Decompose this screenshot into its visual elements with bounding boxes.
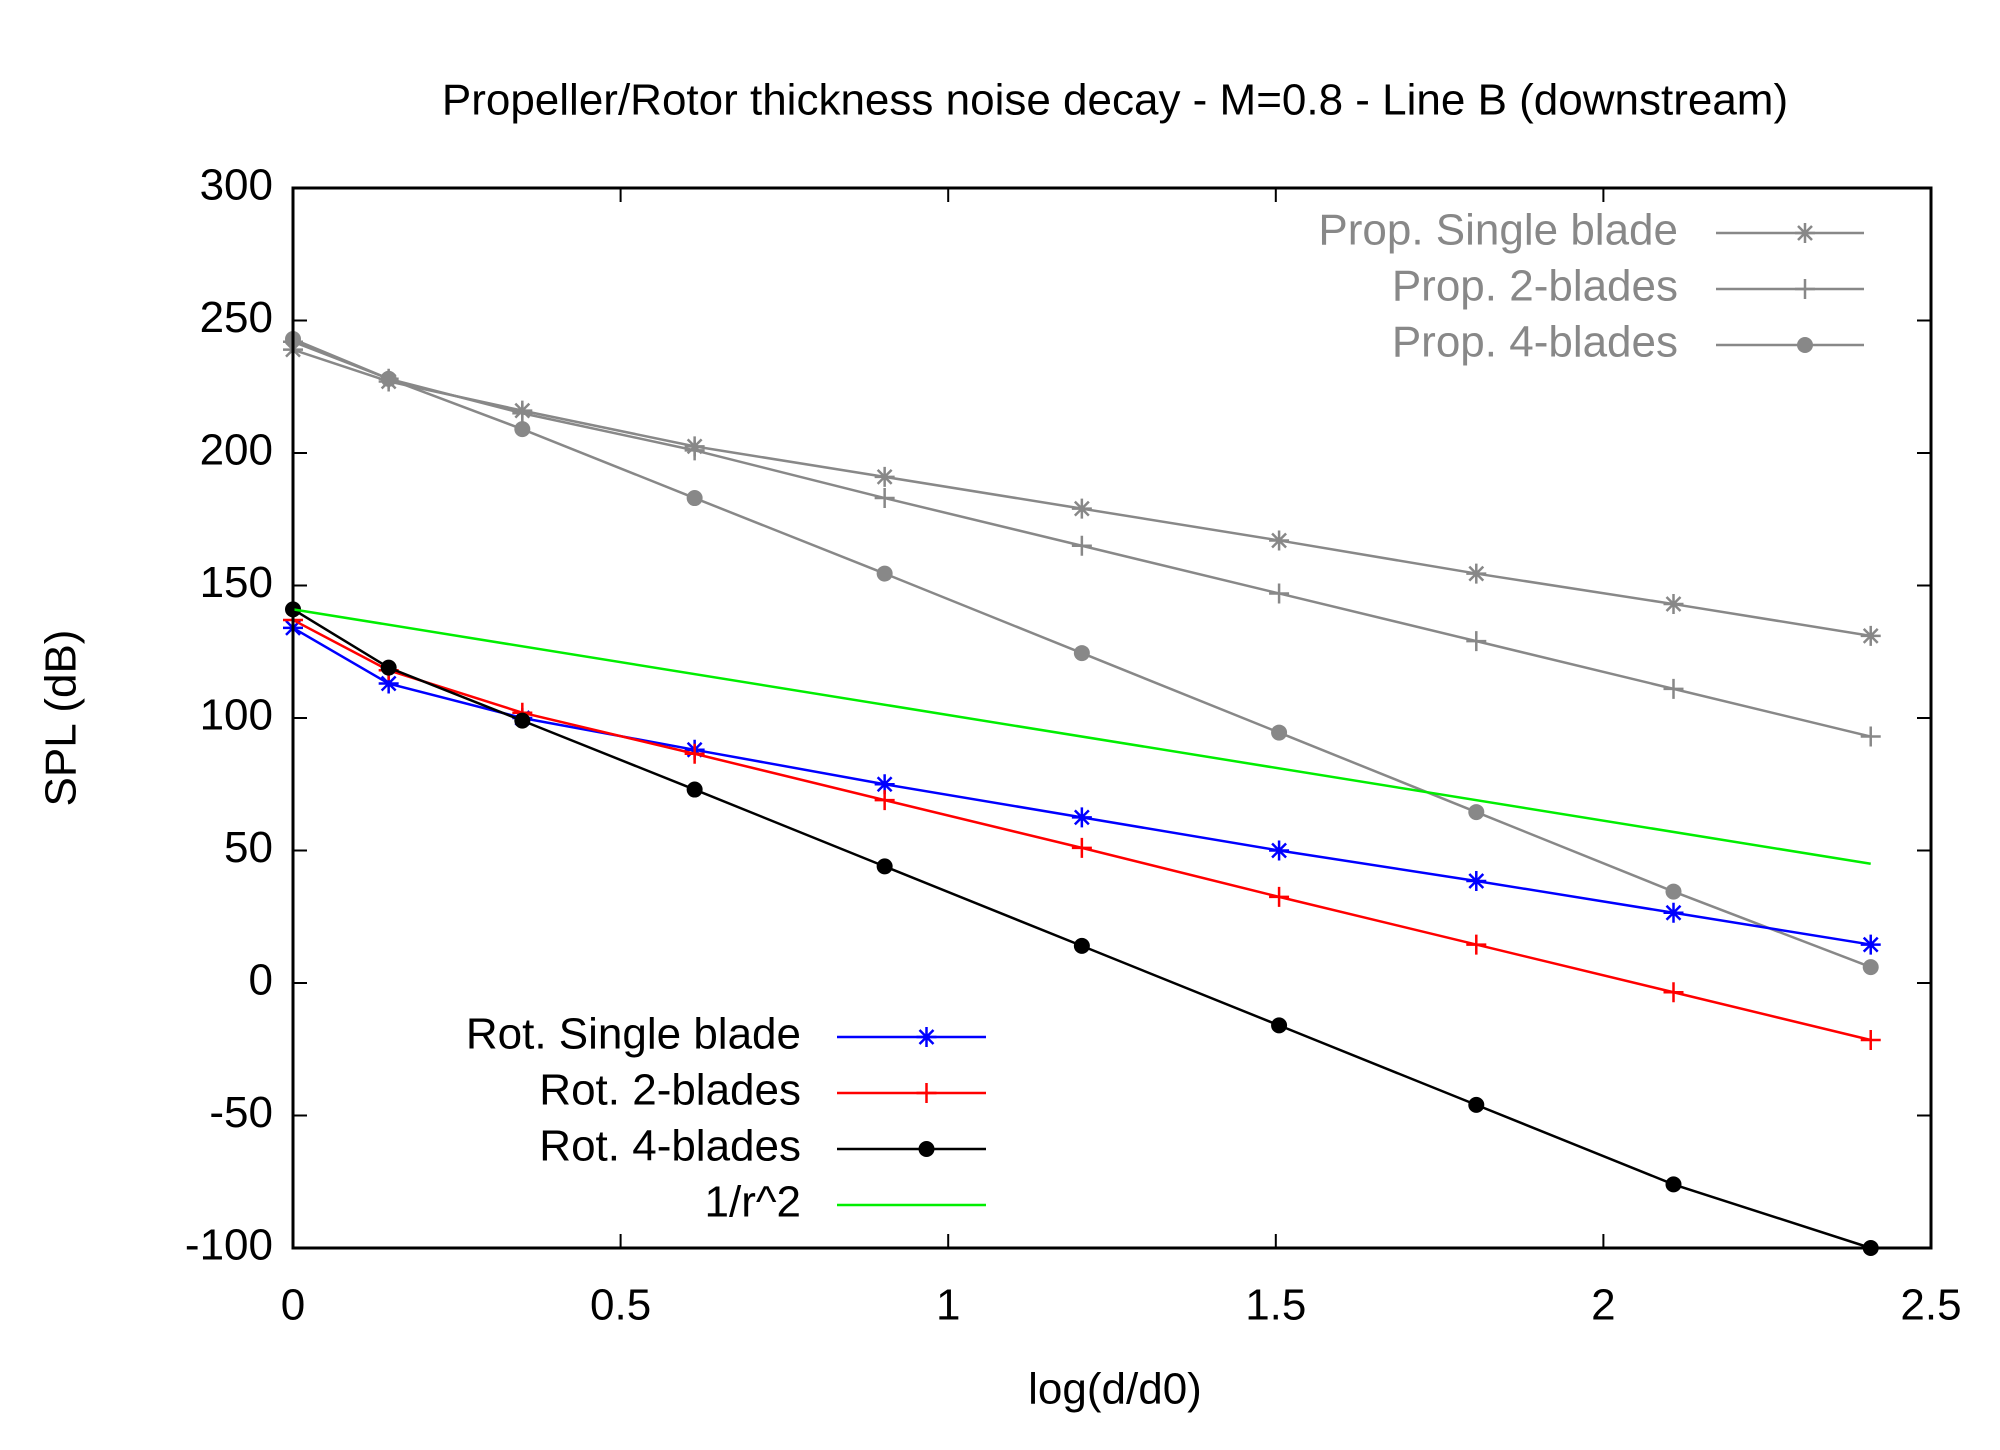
marker [1663, 678, 1684, 699]
y-tick-label: -50 [209, 1088, 273, 1137]
y-tick-label: 150 [200, 558, 273, 607]
marker [684, 743, 705, 764]
marker [1665, 883, 1682, 900]
series-line [292, 608, 1871, 865]
legend-label: Rot. Single blade [466, 1010, 801, 1059]
marker [1795, 223, 1815, 243]
marker [684, 440, 705, 461]
marker [1269, 886, 1290, 907]
marker [874, 466, 895, 487]
marker [1071, 535, 1092, 556]
marker [916, 1083, 937, 1103]
series-line [292, 608, 1872, 1250]
marker [1665, 1176, 1682, 1193]
marker [1860, 934, 1881, 955]
y-tick-label: 100 [200, 691, 273, 740]
marker [874, 488, 895, 509]
marker [918, 1141, 935, 1157]
y-tick-label: 250 [200, 293, 273, 342]
marker [1663, 594, 1684, 615]
plot-frame [291, 186, 1933, 1250]
marker [1797, 337, 1813, 353]
legend-label: Prop. 2-blades [1392, 262, 1678, 311]
marker [1860, 625, 1881, 646]
marker [1271, 1017, 1288, 1034]
marker [874, 790, 895, 811]
marker [876, 565, 893, 582]
series-line [292, 337, 1872, 969]
marker [1071, 807, 1092, 828]
marker [1466, 870, 1487, 891]
marker [1663, 982, 1684, 1003]
x-tick-label: 1.5 [1245, 1281, 1306, 1330]
marker [1269, 583, 1290, 604]
x-tick-label: 2 [1591, 1281, 1615, 1330]
y-tick-label: 200 [200, 426, 273, 475]
marker [380, 370, 397, 387]
marker [514, 712, 531, 729]
marker [1071, 498, 1092, 519]
marker [686, 781, 703, 798]
y-axis-label: SPL (dB) [37, 630, 86, 807]
y-tick-label: 300 [200, 161, 273, 210]
marker [1073, 645, 1090, 662]
legend-label: 1/r^2 [705, 1178, 801, 1227]
marker [1466, 934, 1487, 955]
marker [916, 1027, 937, 1047]
marker [874, 774, 895, 795]
marker [1468, 804, 1485, 821]
series-line [292, 618, 1872, 1042]
legend-label: Prop. Single blade [1318, 206, 1678, 255]
x-tick-label: 2.5 [1900, 1281, 1961, 1330]
marker [1466, 631, 1487, 652]
marker [1271, 724, 1288, 741]
marker [1663, 902, 1684, 923]
marker [876, 858, 893, 875]
y-tick-label: 0 [249, 956, 273, 1005]
marker [1269, 840, 1290, 861]
x-tick-label: 1 [936, 1281, 960, 1330]
marker [1795, 279, 1815, 299]
y-tick-label: 50 [224, 823, 273, 872]
marker [1860, 726, 1881, 747]
legend-label: Prop. 4-blades [1392, 318, 1678, 367]
marker [1862, 959, 1879, 976]
marker [380, 659, 397, 676]
marker [686, 490, 703, 507]
series-line [292, 340, 1872, 738]
marker [1071, 837, 1092, 858]
x-tick-label: 0.5 [590, 1281, 651, 1330]
legend-label: Rot. 4-blades [539, 1122, 801, 1171]
marker [1269, 530, 1290, 551]
legend-label: Rot. 2-blades [539, 1066, 801, 1115]
chart-title: Propeller/Rotor thickness noise decay - … [442, 76, 1788, 125]
marker [514, 421, 531, 438]
x-tick-label: 0 [281, 1281, 305, 1330]
marker [1468, 1096, 1485, 1113]
marker [1466, 563, 1487, 584]
marker [378, 673, 399, 694]
y-tick-label: -100 [185, 1221, 273, 1270]
x-axis-label: log(d/d0) [1028, 1365, 1202, 1414]
marker [1860, 1029, 1881, 1050]
series-line [292, 626, 1871, 946]
marker [1073, 937, 1090, 954]
marker [512, 403, 533, 424]
